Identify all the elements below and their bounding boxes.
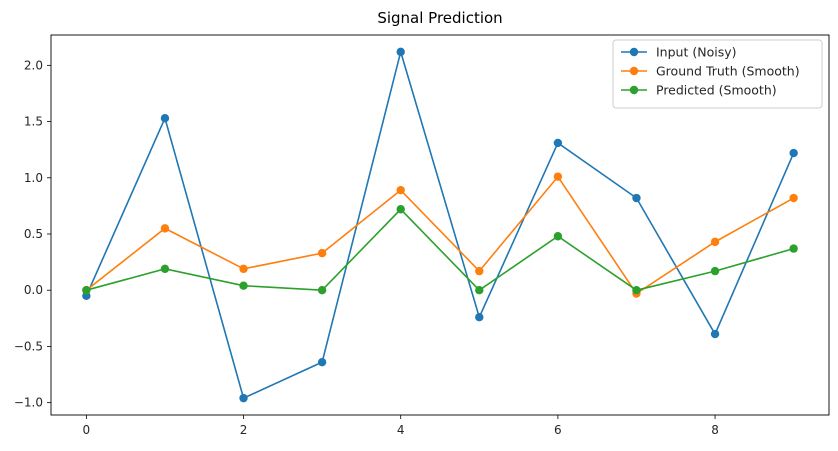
y-tick-label: 1.5	[24, 115, 43, 129]
data-point	[710, 329, 720, 339]
legend-swatch-marker	[629, 66, 639, 76]
legend-swatch-marker	[629, 47, 639, 57]
y-tick-label: 0.0	[24, 283, 43, 297]
data-point	[239, 281, 248, 290]
series-3	[82, 205, 798, 295]
y-tick-label: 0.5	[24, 227, 43, 241]
data-point	[553, 232, 563, 241]
x-tick-label: 8	[711, 423, 719, 437]
legend-label: Ground Truth (Smooth)	[656, 64, 800, 79]
x-axis: 0 2 4 6 8	[83, 415, 719, 437]
legend: Input (Noisy) Ground Truth (Smooth) Predic…	[612, 39, 823, 109]
data-point	[396, 185, 405, 195]
data-point	[317, 357, 327, 367]
y-tick-label: −1.0	[14, 396, 43, 410]
data-point	[710, 237, 720, 247]
data-point	[160, 224, 170, 233]
data-point	[160, 113, 170, 123]
data-point	[710, 266, 720, 276]
data-point	[475, 266, 484, 276]
series-line	[85, 48, 795, 400]
data-point	[475, 286, 484, 295]
x-tick-label: 0	[83, 423, 91, 437]
x-tick-label: 4	[397, 423, 405, 437]
data-point	[789, 244, 798, 253]
data-point	[632, 193, 641, 203]
y-tick-label: 2.0	[24, 58, 43, 72]
data-point	[789, 148, 798, 158]
legend-label: Predicted (Smooth)	[656, 83, 777, 98]
data-point	[317, 248, 327, 258]
data-point	[475, 312, 484, 322]
data-point	[160, 264, 170, 274]
x-tick-label: 6	[554, 423, 562, 437]
legend-item: Ground Truth (Smooth)	[621, 64, 800, 79]
legend-swatch-marker	[629, 85, 639, 95]
series-line	[85, 175, 795, 295]
y-axis: −1.0 −0.5 0.0 0.5 1.0 1.5 2.0	[14, 58, 51, 410]
plot-area	[82, 47, 798, 403]
data-point	[82, 286, 91, 295]
data-point	[396, 47, 405, 57]
legend-item: Predicted (Smooth)	[621, 83, 777, 98]
data-point	[396, 205, 405, 214]
data-point	[553, 138, 563, 148]
legend-item: Input (Noisy)	[621, 45, 736, 60]
series-1	[82, 47, 798, 403]
data-point	[239, 264, 248, 274]
data-point	[553, 172, 563, 181]
legend-label: Input (Noisy)	[656, 45, 736, 60]
y-tick-label: −0.5	[14, 339, 43, 353]
x-tick-label: 2	[240, 423, 248, 437]
y-tick-label: 1.0	[24, 171, 43, 185]
data-point	[632, 286, 641, 295]
data-point	[239, 393, 248, 403]
axes-frame	[50, 34, 830, 416]
series-line	[86, 208, 794, 292]
legend-box	[612, 39, 823, 109]
chart-title: Signal Prediction	[377, 9, 502, 27]
data-point	[789, 193, 798, 203]
data-point	[317, 286, 327, 295]
